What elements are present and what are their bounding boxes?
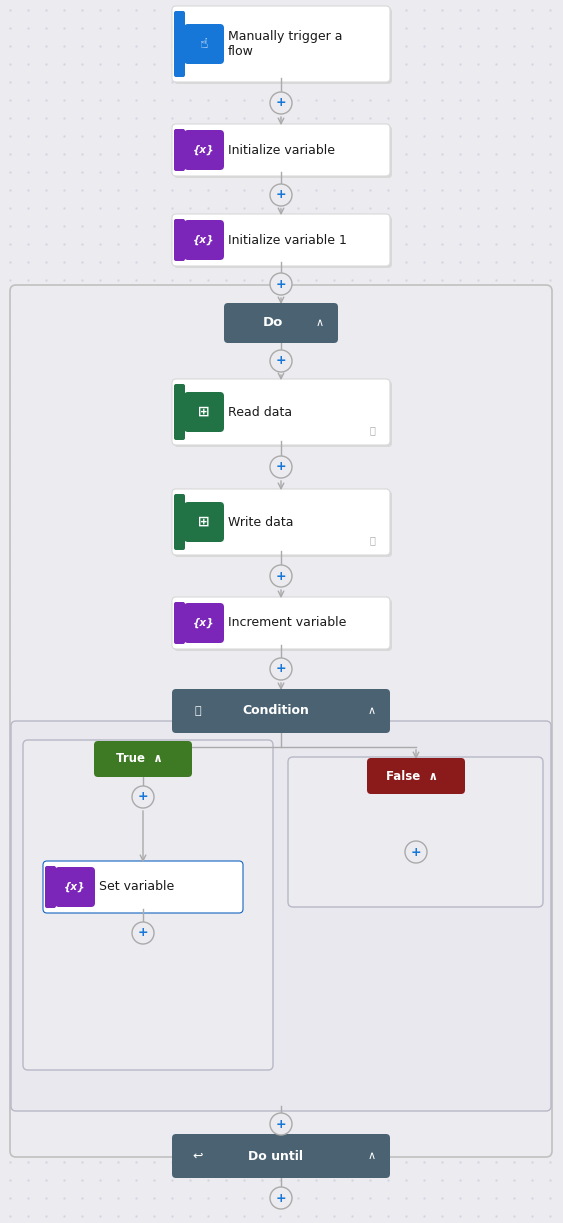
Circle shape bbox=[270, 183, 292, 205]
FancyBboxPatch shape bbox=[174, 11, 185, 77]
Circle shape bbox=[270, 350, 292, 372]
FancyBboxPatch shape bbox=[172, 124, 390, 176]
Text: +: + bbox=[276, 1118, 287, 1130]
FancyBboxPatch shape bbox=[23, 740, 273, 1070]
FancyBboxPatch shape bbox=[174, 9, 392, 84]
Text: ∧: ∧ bbox=[368, 1151, 376, 1161]
Text: ∧: ∧ bbox=[368, 706, 376, 715]
FancyBboxPatch shape bbox=[172, 689, 390, 733]
Text: {x}: {x} bbox=[193, 235, 215, 245]
Text: ⊞: ⊞ bbox=[198, 405, 210, 419]
Text: True  ∧: True ∧ bbox=[115, 752, 162, 766]
Text: +: + bbox=[276, 570, 287, 582]
FancyBboxPatch shape bbox=[174, 128, 185, 171]
FancyBboxPatch shape bbox=[174, 219, 185, 260]
FancyBboxPatch shape bbox=[172, 1134, 390, 1178]
Text: Set variable: Set variable bbox=[99, 881, 175, 894]
FancyBboxPatch shape bbox=[367, 758, 465, 794]
FancyBboxPatch shape bbox=[174, 216, 392, 268]
FancyBboxPatch shape bbox=[10, 285, 552, 1157]
Text: Increment variable: Increment variable bbox=[228, 616, 346, 630]
Text: +: + bbox=[276, 461, 287, 473]
Text: +: + bbox=[276, 97, 287, 110]
Circle shape bbox=[270, 1113, 292, 1135]
FancyBboxPatch shape bbox=[288, 757, 543, 907]
FancyBboxPatch shape bbox=[172, 379, 390, 445]
Text: False  ∧: False ∧ bbox=[386, 769, 438, 783]
Text: +: + bbox=[410, 845, 421, 859]
Circle shape bbox=[405, 841, 427, 863]
Text: +: + bbox=[276, 1191, 287, 1205]
Text: {x}: {x} bbox=[64, 882, 86, 892]
Text: ⛓: ⛓ bbox=[369, 426, 375, 435]
Text: Manually trigger a
flow: Manually trigger a flow bbox=[228, 31, 342, 57]
Text: Initialize variable 1: Initialize variable 1 bbox=[228, 234, 347, 247]
Text: +: + bbox=[138, 927, 148, 939]
FancyBboxPatch shape bbox=[94, 741, 192, 777]
Circle shape bbox=[270, 273, 292, 295]
FancyBboxPatch shape bbox=[172, 597, 390, 649]
Text: ⛓: ⛓ bbox=[369, 534, 375, 545]
FancyBboxPatch shape bbox=[55, 867, 95, 907]
FancyBboxPatch shape bbox=[184, 130, 224, 170]
FancyBboxPatch shape bbox=[184, 220, 224, 260]
FancyBboxPatch shape bbox=[43, 861, 243, 914]
Circle shape bbox=[132, 786, 154, 808]
Text: Do until: Do until bbox=[248, 1150, 303, 1163]
Text: {x}: {x} bbox=[193, 618, 215, 629]
FancyBboxPatch shape bbox=[184, 393, 224, 432]
Circle shape bbox=[270, 456, 292, 478]
FancyBboxPatch shape bbox=[224, 303, 338, 342]
Text: ⧗: ⧗ bbox=[195, 706, 202, 715]
Circle shape bbox=[270, 565, 292, 587]
FancyBboxPatch shape bbox=[174, 126, 392, 179]
Text: ↩: ↩ bbox=[193, 1150, 203, 1163]
Text: +: + bbox=[276, 663, 287, 675]
FancyBboxPatch shape bbox=[174, 382, 392, 446]
Text: Write data: Write data bbox=[228, 516, 293, 528]
Text: Do: Do bbox=[263, 317, 283, 329]
Text: ∧: ∧ bbox=[316, 318, 324, 328]
FancyBboxPatch shape bbox=[174, 494, 185, 550]
Circle shape bbox=[270, 92, 292, 114]
Text: ☝: ☝ bbox=[200, 37, 208, 51]
Circle shape bbox=[270, 658, 292, 680]
Text: ⊞: ⊞ bbox=[198, 515, 210, 530]
Text: +: + bbox=[138, 790, 148, 804]
FancyBboxPatch shape bbox=[184, 501, 224, 542]
Text: Condition: Condition bbox=[243, 704, 310, 718]
FancyBboxPatch shape bbox=[174, 384, 185, 440]
FancyBboxPatch shape bbox=[11, 722, 551, 1110]
FancyBboxPatch shape bbox=[174, 490, 392, 556]
FancyBboxPatch shape bbox=[174, 602, 185, 645]
FancyBboxPatch shape bbox=[45, 866, 56, 907]
FancyBboxPatch shape bbox=[174, 599, 392, 651]
Text: +: + bbox=[276, 278, 287, 291]
Text: {x}: {x} bbox=[193, 144, 215, 155]
Circle shape bbox=[132, 922, 154, 944]
Text: +: + bbox=[276, 355, 287, 367]
Text: Read data: Read data bbox=[228, 406, 292, 418]
Text: Initialize variable: Initialize variable bbox=[228, 143, 335, 157]
Text: +: + bbox=[276, 188, 287, 202]
FancyBboxPatch shape bbox=[45, 863, 245, 915]
FancyBboxPatch shape bbox=[172, 6, 390, 82]
FancyBboxPatch shape bbox=[184, 24, 224, 64]
FancyBboxPatch shape bbox=[184, 603, 224, 643]
FancyBboxPatch shape bbox=[172, 214, 390, 265]
FancyBboxPatch shape bbox=[172, 489, 390, 555]
Circle shape bbox=[270, 1188, 292, 1210]
